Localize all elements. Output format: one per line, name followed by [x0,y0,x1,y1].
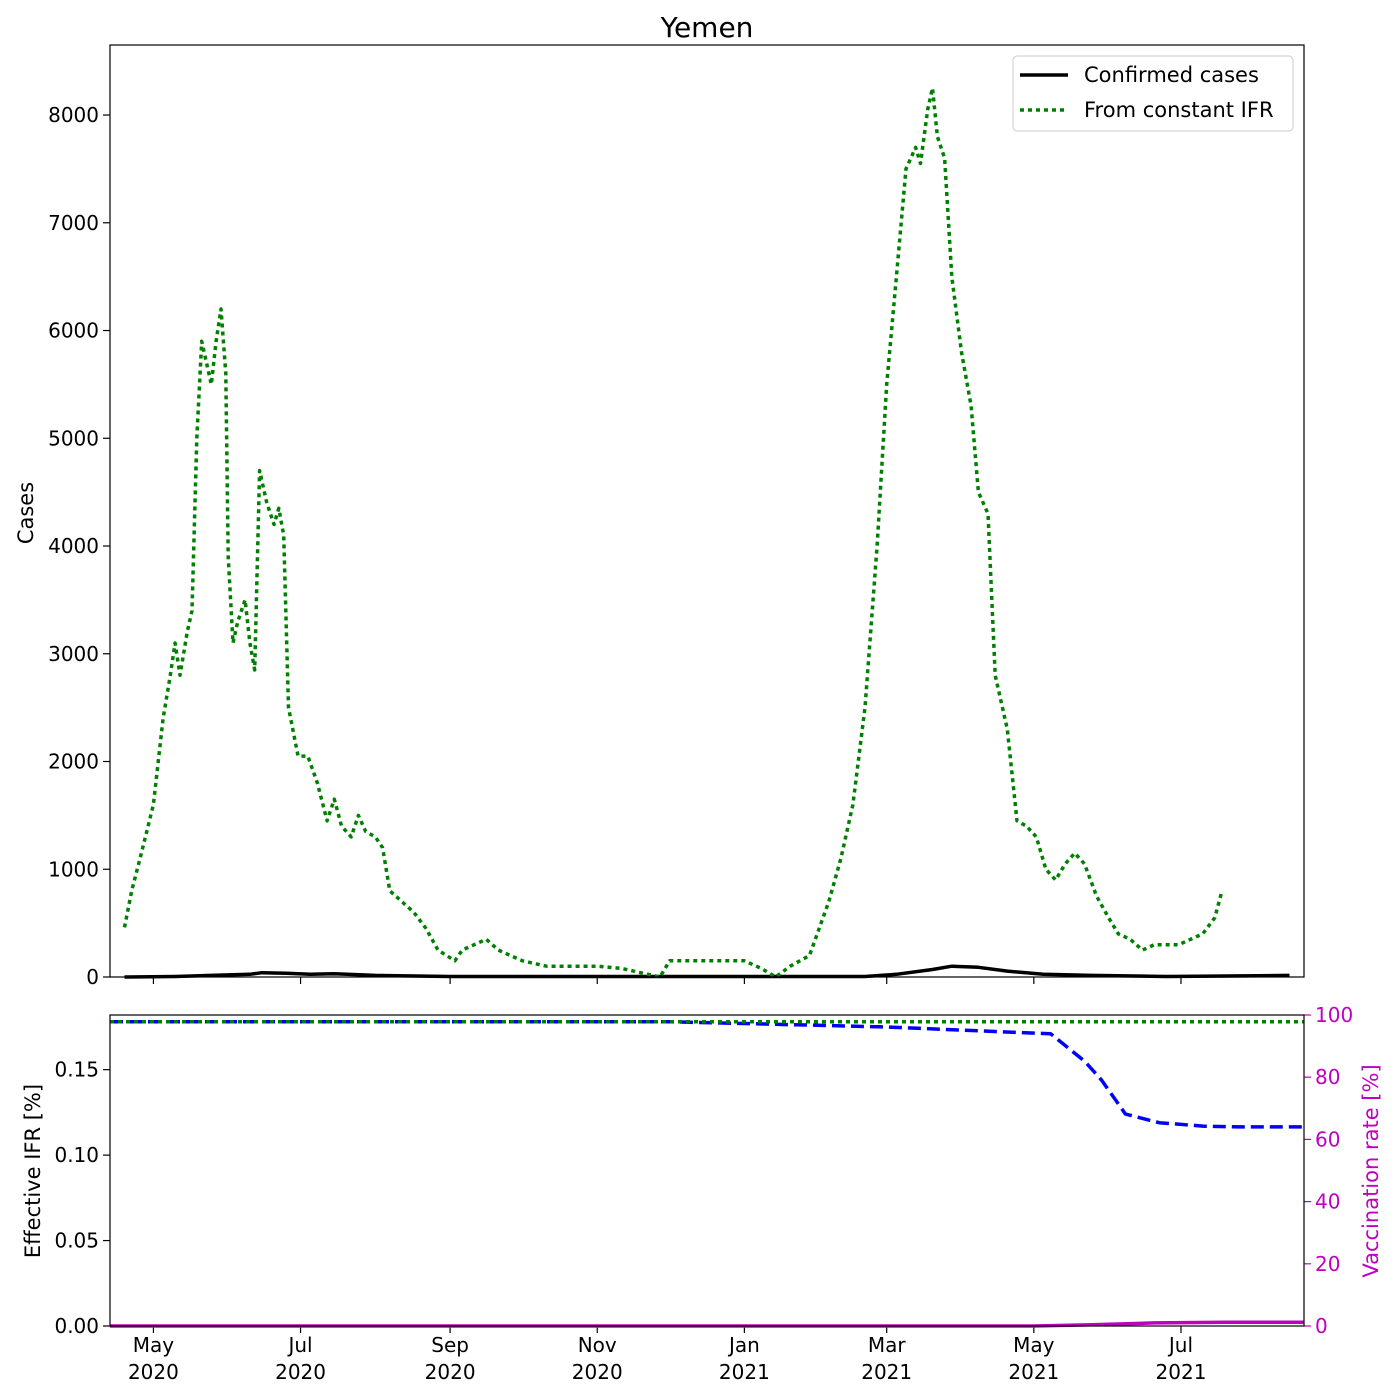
x-tick-label: May [133,1333,175,1357]
confirmed-cases-line [124,964,1290,979]
bottom-y2-tick-label: 20 [1315,1252,1340,1276]
top-y-tick-label: 0 [86,965,99,989]
top-y-tick-label: 3000 [48,642,99,666]
top-y-tick-label: 2000 [48,750,99,774]
bottom-y2-axis-label: Vaccination rate [%] [1359,1064,1383,1277]
constant-ifr-line [122,86,1224,979]
bottom-y2-tick-label: 80 [1315,1065,1340,1089]
x-tick-label: 2020 [572,1360,623,1384]
top-y-tick-label: 6000 [48,319,99,343]
top-y-tick-label: 5000 [48,426,99,450]
x-tick-label: Jul [1167,1333,1193,1357]
top-y-tick-label: 4000 [48,534,99,558]
x-tick-label: 2020 [425,1360,476,1384]
x-tick-label: 2021 [719,1360,770,1384]
top-y-tick-label: 7000 [48,211,99,235]
bottom-plot-frame [109,1014,1305,1327]
legend-label-constant-ifr: From constant IFR [1084,98,1274,122]
bottom-y-tick-label: 0.05 [54,1229,99,1253]
x-tick-label: Nov [578,1333,617,1357]
bottom-y2-tick-label: 0 [1315,1314,1328,1338]
legend-box [1012,55,1294,132]
x-tick-label: Sep [431,1333,469,1357]
bottom-y-axis-label: Effective IFR [%] [21,1084,45,1258]
bottom-y2-tick-label: 100 [1315,1003,1353,1027]
x-tick-label: 2020 [275,1360,326,1384]
ifr-plot: 0.00 0.05 0.10 0.15 0 20 40 60 80 100 May 2020 Jul 20… [54,1003,1353,1384]
bottom-y2-tick-label: 60 [1315,1127,1340,1151]
legend: Confirmed cases From constant IFR [1012,55,1294,132]
bottom-y-tick-label: 0.15 [54,1058,99,1082]
x-tick-label: 2020 [128,1360,179,1384]
x-tick-label: 2021 [861,1360,912,1384]
top-y-tick-label: 8000 [48,103,99,127]
top-y-axis-label: Cases [14,482,38,544]
cases-plot: 0 1000 2000 3000 4000 5000 6000 7000 8000 [48,44,1305,989]
top-plot-frame [109,44,1305,978]
effective-ifr-line [110,1020,1304,1129]
legend-label-confirmed: Confirmed cases [1084,63,1259,87]
x-tick-label: 2021 [1156,1360,1207,1384]
bottom-y-tick-label: 0.10 [54,1143,99,1167]
chart-title: Yemen [660,11,754,44]
x-tick-label: Jul [286,1333,312,1357]
top-y-tick-label: 1000 [48,857,99,881]
x-tick-label: May [1013,1333,1055,1357]
x-tick-label: 2021 [1008,1360,1059,1384]
x-tick-label: Mar [868,1333,907,1357]
bottom-y-tick-label: 0.00 [54,1314,99,1338]
bottom-y2-tick-label: 40 [1315,1190,1340,1214]
x-tick-label: Jan [727,1333,760,1357]
